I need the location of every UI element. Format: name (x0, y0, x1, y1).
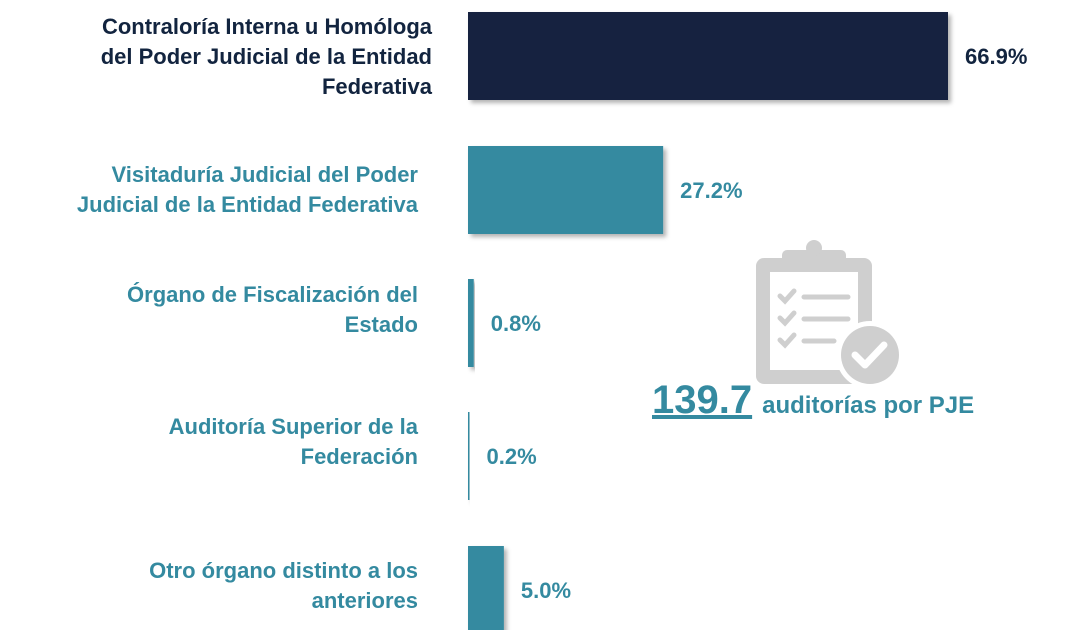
value-label: 0.2% (487, 444, 537, 469)
category-label: Auditoría Superior de la Federación (168, 414, 418, 469)
value-label: 27.2% (680, 178, 742, 203)
annotation-value: 139.7 (652, 378, 753, 422)
annotation-text: auditorías por PJE (762, 392, 975, 419)
clipboard-ring (806, 240, 822, 256)
value-label: 0.8% (491, 311, 541, 336)
clipboard-icon (756, 240, 904, 389)
category-label: Visitaduría Judicial del Poder Judicial … (76, 162, 418, 217)
bar (468, 12, 948, 100)
bar (468, 146, 664, 234)
value-label: 66.9% (965, 44, 1027, 69)
value-label: 5.0% (521, 578, 571, 603)
annotation: 139.7 auditorías por PJE (652, 378, 974, 423)
category-label: Órgano de Fiscalización del Estado (127, 282, 418, 337)
bar (468, 279, 474, 367)
clipboard-clip (782, 250, 846, 272)
bar (468, 412, 470, 500)
category-label: Otro órgano distinto a los anteriores (149, 558, 418, 613)
category-label: Contraloría Interna u Homóloga del Poder… (100, 14, 432, 99)
bar (468, 546, 504, 630)
